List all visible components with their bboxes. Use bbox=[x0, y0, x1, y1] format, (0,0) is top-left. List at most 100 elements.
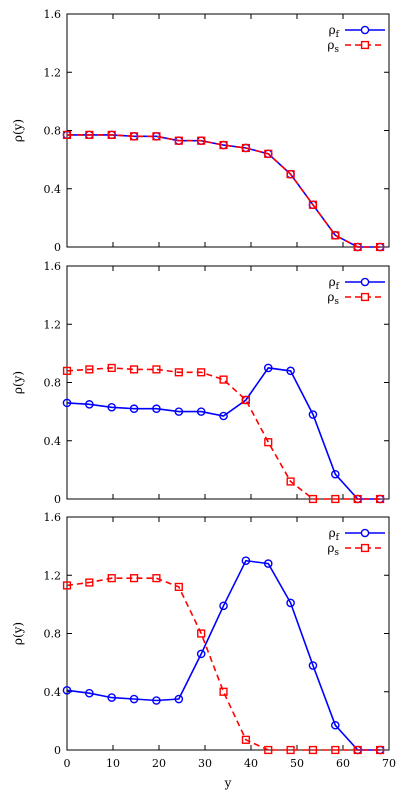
x-tick-label: 30 bbox=[198, 757, 212, 770]
data-point-s bbox=[308, 745, 318, 755]
legend-symbol: ρ bbox=[329, 23, 336, 37]
legend-marker-f bbox=[360, 277, 370, 287]
data-point-s bbox=[286, 477, 295, 486]
data-point-s bbox=[62, 366, 72, 375]
data-point-s bbox=[85, 365, 94, 374]
data-point-f bbox=[152, 696, 161, 705]
data-point-s bbox=[286, 745, 295, 755]
data-point-s bbox=[264, 149, 273, 158]
legend-symbol: ρ bbox=[329, 526, 336, 540]
y-tick-label: 0.8 bbox=[44, 125, 62, 138]
legend-subscript: f bbox=[336, 533, 340, 543]
legend-subscript: s bbox=[334, 45, 339, 55]
data-point-f bbox=[263, 559, 273, 568]
data-point-f bbox=[308, 410, 318, 419]
data-point-s bbox=[353, 745, 362, 755]
y-axis-label: ρ(y) bbox=[11, 622, 25, 645]
data-point-s bbox=[264, 438, 273, 447]
y-tick-label: 0.8 bbox=[44, 628, 62, 641]
data-point-s bbox=[62, 581, 72, 590]
series-line-s bbox=[66, 367, 381, 500]
y-tick-label: 1.2 bbox=[44, 66, 62, 79]
legend-symbol: ρ bbox=[327, 290, 334, 304]
data-point-s bbox=[129, 574, 139, 583]
data-point-s bbox=[107, 363, 116, 373]
y-tick-label: 0.4 bbox=[44, 183, 62, 196]
data-point-f bbox=[241, 556, 251, 565]
y-tick-label: 0.8 bbox=[44, 377, 62, 390]
data-point-s bbox=[219, 687, 228, 696]
series-line-s bbox=[66, 577, 381, 751]
data-point-s bbox=[219, 375, 228, 384]
x-axis-label: y bbox=[224, 776, 232, 790]
data-point-f bbox=[85, 688, 94, 698]
data-point-s bbox=[241, 143, 250, 153]
legend-subscript: f bbox=[336, 282, 340, 292]
data-point-f bbox=[286, 366, 295, 376]
data-point-f bbox=[331, 469, 340, 479]
data-point-s bbox=[241, 735, 250, 744]
legend-symbol: ρ bbox=[329, 275, 336, 289]
x-tick-label: 40 bbox=[244, 757, 258, 770]
x-tick-label: 0 bbox=[64, 757, 71, 770]
y-tick-label: 1.6 bbox=[44, 260, 62, 273]
legend-marker-f bbox=[360, 25, 370, 35]
series-line-f bbox=[67, 134, 381, 248]
data-point-s bbox=[197, 629, 206, 638]
legend-label-s: ρs bbox=[327, 290, 339, 307]
data-point-s bbox=[85, 130, 94, 139]
legend-symbol: ρ bbox=[327, 38, 334, 52]
y-tick-label: 0.4 bbox=[44, 686, 62, 699]
data-point-s bbox=[286, 170, 295, 179]
legend-label-f: ρf bbox=[329, 526, 340, 543]
data-point-s bbox=[174, 368, 183, 377]
data-point-f bbox=[286, 598, 295, 608]
data-point-f bbox=[174, 407, 184, 416]
data-point-s bbox=[62, 130, 72, 139]
series-line-f bbox=[66, 367, 381, 500]
legend-marker-s bbox=[360, 543, 370, 553]
legend-label-f: ρf bbox=[329, 23, 340, 40]
y-tick-label: 1.6 bbox=[44, 8, 62, 21]
data-point-s bbox=[85, 578, 94, 587]
plot-frame bbox=[66, 265, 390, 500]
data-point-f bbox=[62, 685, 72, 695]
plot-frame bbox=[66, 13, 390, 248]
data-point-f bbox=[308, 661, 318, 670]
x-tick-label: 20 bbox=[152, 757, 166, 770]
data-point-s bbox=[197, 136, 206, 145]
data-point-f bbox=[219, 601, 228, 611]
y-tick-label: 0 bbox=[54, 744, 61, 757]
y-tick-label: 1.2 bbox=[44, 569, 62, 582]
data-point-s bbox=[241, 395, 250, 405]
data-point-s bbox=[219, 140, 228, 150]
legend-symbol: ρ bbox=[327, 541, 334, 555]
data-point-s bbox=[264, 745, 273, 755]
legend-label-s: ρs bbox=[327, 541, 339, 558]
data-point-s bbox=[197, 368, 206, 377]
y-tick-label: 0 bbox=[54, 241, 61, 254]
legend-subscript: f bbox=[336, 30, 340, 40]
x-tick-label: 60 bbox=[336, 757, 350, 770]
y-axis-label: ρ(y) bbox=[11, 371, 25, 394]
data-point-s bbox=[308, 200, 318, 209]
data-point-f bbox=[196, 407, 206, 416]
legend-marker-s bbox=[360, 40, 370, 50]
legend-marker-f bbox=[360, 528, 370, 538]
legend-subscript: s bbox=[334, 297, 339, 307]
data-point-s bbox=[331, 494, 340, 504]
y-tick-label: 1.6 bbox=[44, 511, 62, 524]
data-point-f bbox=[219, 411, 228, 421]
data-point-f bbox=[174, 694, 184, 704]
data-point-s bbox=[107, 130, 116, 139]
y-tick-label: 1.2 bbox=[44, 318, 62, 331]
data-point-s bbox=[375, 242, 385, 252]
y-tick-label: 0.4 bbox=[44, 435, 62, 448]
data-point-f bbox=[129, 404, 139, 414]
x-tick-label: 50 bbox=[290, 757, 304, 770]
y-axis-label: ρ(y) bbox=[11, 119, 25, 142]
data-point-s bbox=[129, 365, 139, 374]
